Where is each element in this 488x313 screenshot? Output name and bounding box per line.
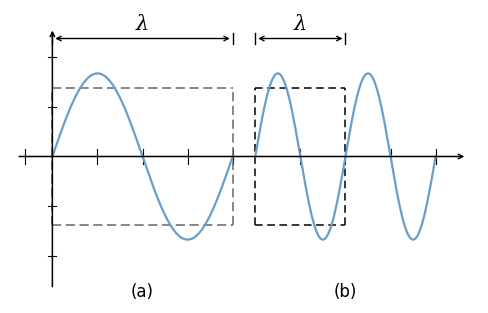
Text: (a): (a) <box>131 283 154 301</box>
Text: (b): (b) <box>334 283 357 301</box>
Text: λ: λ <box>136 15 149 34</box>
Text: λ: λ <box>294 15 307 34</box>
